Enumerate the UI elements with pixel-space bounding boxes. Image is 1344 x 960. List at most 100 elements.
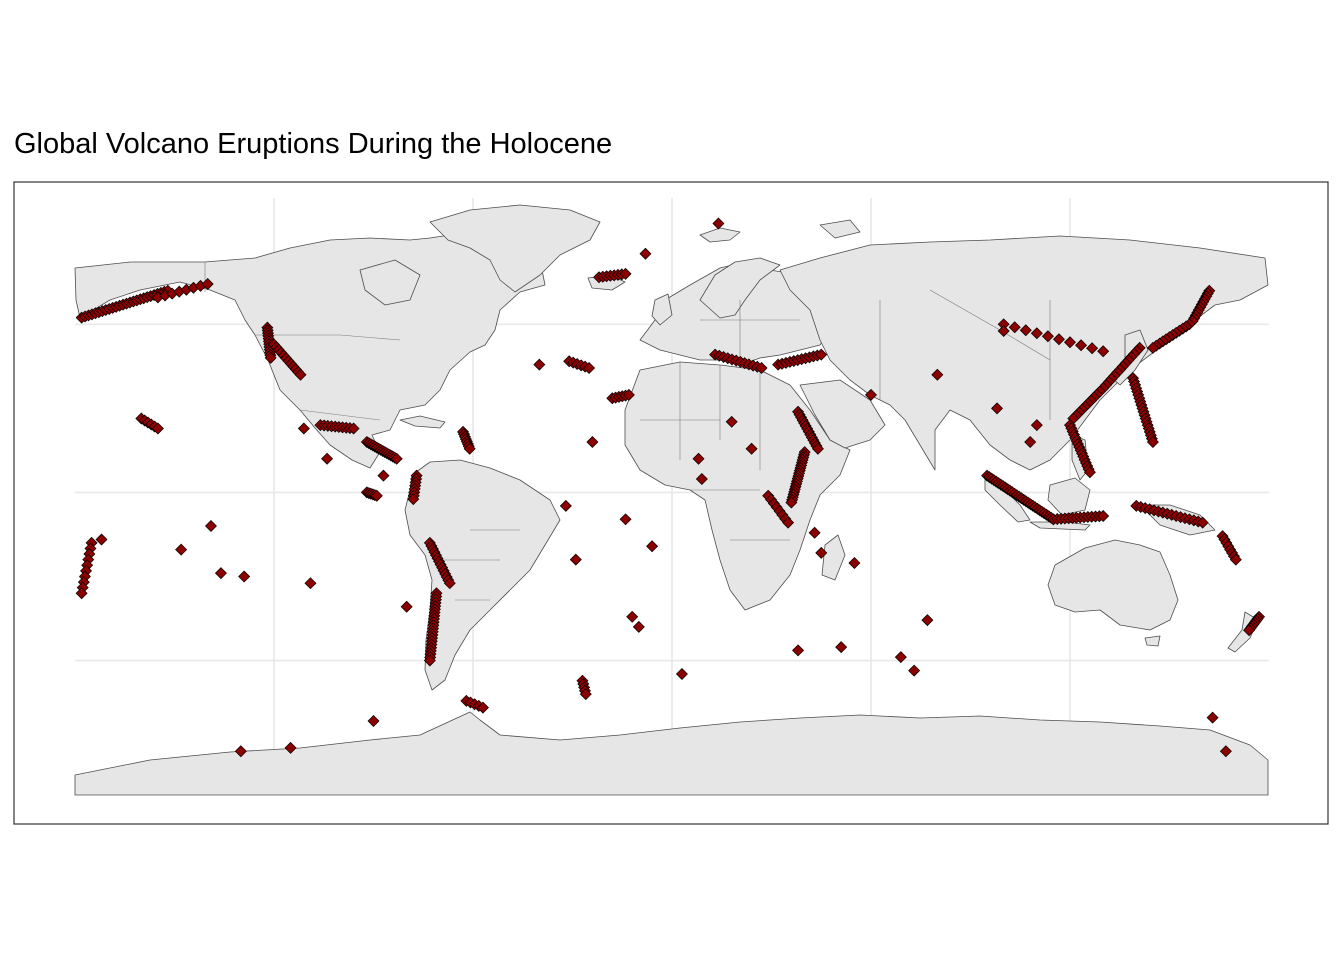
volcano-marker — [848, 557, 861, 570]
volcano-marker — [1075, 339, 1088, 352]
volcano-marker — [321, 452, 334, 465]
borneo — [1047, 477, 1091, 516]
scandinavia — [699, 257, 781, 319]
volcano-marker — [931, 368, 944, 381]
volcano-marker — [443, 577, 456, 590]
volcano-marker — [991, 402, 1004, 415]
volcano-marker — [569, 553, 582, 566]
volcano-marker — [619, 513, 632, 526]
volcano-marker — [755, 362, 768, 375]
volcano-marker — [1019, 324, 1032, 337]
volcano-markers — [75, 217, 1266, 758]
greenland — [429, 204, 601, 293]
volcano-marker — [347, 422, 360, 435]
south-america — [404, 459, 561, 691]
volcano-marker — [1229, 553, 1242, 566]
volcano-marker — [1086, 342, 1099, 355]
volcano-marker — [1097, 509, 1110, 522]
volcano-marker — [476, 701, 489, 714]
volcano-marker — [423, 654, 436, 667]
volcano-marker — [201, 277, 214, 290]
volcano-marker — [367, 715, 380, 728]
arabian-peninsula — [799, 379, 886, 449]
volcano-marker — [151, 422, 164, 435]
volcano-marker — [214, 567, 227, 580]
volcano-marker — [1243, 624, 1256, 637]
volcano-marker — [407, 493, 420, 506]
volcano-marker — [632, 620, 645, 633]
volcano-marker — [675, 667, 688, 680]
hudson-bay-shape — [359, 259, 421, 306]
volcano-marker — [463, 442, 476, 455]
volcano-marker — [586, 435, 599, 448]
volcano-marker — [725, 415, 738, 428]
volcano-marker — [1041, 330, 1054, 343]
volcano-marker — [1206, 711, 1219, 724]
novaya-zemlya — [819, 219, 861, 239]
britain — [651, 293, 673, 326]
volcano-marker — [908, 664, 921, 677]
volcano-marker — [370, 489, 383, 502]
chart-title: Global Volcano Eruptions During the Holo… — [14, 128, 613, 160]
volcano-marker — [75, 587, 88, 600]
svalbard — [699, 227, 741, 243]
volcano-marker — [712, 217, 725, 230]
volcano-marker — [1030, 419, 1043, 432]
volcano-marker — [284, 741, 297, 754]
volcano-marker — [1024, 435, 1037, 448]
volcano-marker — [1052, 333, 1065, 346]
country-borders — [204, 262, 1051, 601]
volcano-marker — [297, 422, 310, 435]
volcano-marker — [646, 540, 659, 553]
volcano-marker — [264, 351, 277, 364]
volcano-marker — [238, 570, 251, 583]
volcano-marker — [95, 533, 108, 546]
volcano-marker — [400, 600, 413, 613]
volcano-marker — [835, 641, 848, 654]
volcano-marker — [294, 368, 307, 381]
madagascar — [821, 534, 846, 581]
volcano-marker — [622, 388, 635, 401]
volcano-marker — [377, 469, 390, 482]
volcano-marker — [1146, 435, 1159, 448]
cuba — [399, 415, 446, 429]
africa — [624, 361, 851, 611]
volcano-marker — [639, 247, 652, 260]
volcano-marker — [808, 526, 821, 539]
volcano-marker — [626, 610, 639, 623]
volcano-marker — [1219, 745, 1232, 758]
volcano-marker — [559, 499, 572, 512]
volcano-marker — [1008, 321, 1021, 334]
volcano-marker — [785, 496, 798, 509]
volcano-marker — [792, 644, 805, 657]
tasmania — [1144, 635, 1161, 647]
volcano-marker — [1196, 516, 1209, 529]
volcano-marker — [390, 452, 403, 465]
volcano-marker — [1146, 341, 1159, 354]
volcano-marker — [234, 745, 247, 758]
australia — [1047, 539, 1179, 631]
volcano-marker — [1097, 345, 1110, 358]
volcano-marker — [692, 452, 705, 465]
volcano-marker — [811, 442, 824, 455]
volcano-marker — [921, 614, 934, 627]
volcano-marker — [579, 688, 592, 701]
volcano-marker — [1064, 336, 1076, 349]
volcano-marker — [304, 577, 317, 590]
land-layer — [74, 204, 1269, 796]
north-america — [74, 231, 546, 469]
antarctica — [74, 711, 1269, 796]
volcano-marker — [175, 543, 188, 556]
volcano-marker — [815, 546, 828, 559]
volcano-marker — [894, 651, 907, 664]
volcano-marker — [1083, 466, 1096, 479]
volcano-marker — [619, 267, 632, 280]
volcano-marker — [695, 472, 708, 485]
volcano-marker — [745, 442, 758, 455]
volcano-marker — [865, 388, 877, 401]
volcano-marker — [782, 516, 795, 529]
volcano-marker — [1030, 327, 1043, 340]
volcano-marker — [204, 520, 217, 533]
volcano-marker — [997, 325, 1010, 338]
